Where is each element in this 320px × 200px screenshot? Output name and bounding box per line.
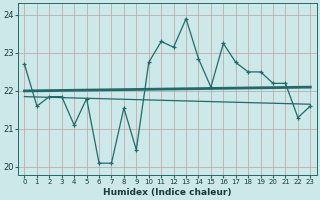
X-axis label: Humidex (Indice chaleur): Humidex (Indice chaleur) [103,188,232,197]
